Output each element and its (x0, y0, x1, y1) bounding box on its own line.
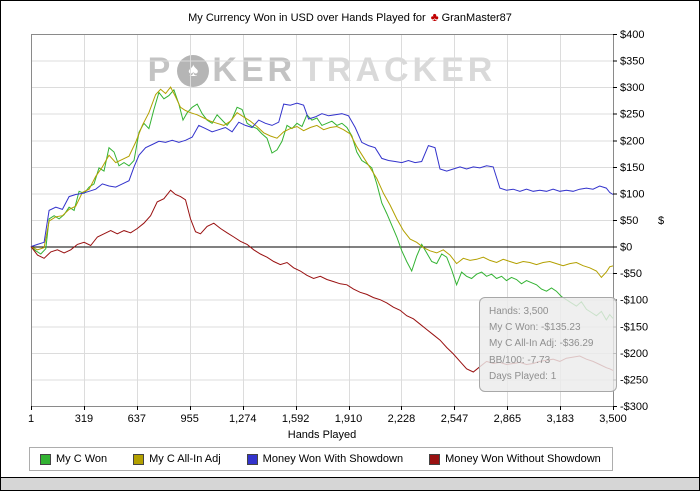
legend-item-my-c-won: My C Won (40, 453, 107, 465)
y-tick-label: $400 (620, 29, 644, 41)
y-tick-label: -$200 (620, 348, 648, 360)
y-tick-label: -$250 (620, 374, 648, 386)
axis-tick-labels: $400 $350 $300 $250 $200 $150 $100 $50 $0 -$50 -$1… (28, 29, 648, 425)
legend-label: Money Won With Showdown (262, 453, 404, 465)
tooltip-line: My C Won: -$135.23 (489, 322, 581, 334)
x-tick-label: 1,592 (282, 413, 310, 425)
x-tick-label: 1 (28, 413, 34, 425)
player-name: GranMaster87 (441, 12, 512, 24)
y-tick-label: -$100 (620, 295, 648, 307)
legend-label: Money Won Without Showdown (445, 453, 601, 465)
legend-swatch-my-c-won (40, 453, 51, 465)
chart-title-text: My Currency Won in USD over Hands Played… (188, 12, 426, 24)
legend-swatch-money-won-with-showdown (246, 453, 258, 465)
y-tick-label: $350 (620, 56, 644, 68)
y-tick-label: $50 (620, 215, 638, 227)
y-tick-label: $250 (620, 109, 644, 121)
legend-item-money-won-with-showdown: Money Won With Showdown (246, 453, 404, 465)
y-tick-label: $300 (620, 82, 644, 94)
legend: My C Won My C All-In Adj Money Won With Sh… (29, 447, 613, 471)
tooltip-line: BB/100: -7.73 (489, 354, 551, 366)
legend-label: My C All-In Adj (149, 453, 221, 465)
y-tick-label: -$150 (620, 321, 648, 333)
x-tick-label: 3,500 (599, 413, 627, 425)
x-tick-label: 2,865 (494, 413, 522, 425)
hover-tooltip: Hands: 3,500 My C Won: -$135.23 My C All-I… (479, 297, 617, 392)
x-tick-label: 2,547 (441, 413, 469, 425)
chart-title: My Currency Won in USD over Hands Played… (1, 10, 699, 24)
series-line-money-won-with-showdown (30, 102, 614, 248)
y-tick-label: -$50 (620, 268, 642, 280)
x-tick-label: 3,183 (547, 413, 575, 425)
bottom-strip (1, 477, 699, 490)
x-tick-label: 1,274 (229, 413, 257, 425)
legend-swatch-money-won-without-showdown (429, 453, 441, 465)
y-tick-label: $100 (620, 188, 644, 200)
tooltip-line: Days Played: 1 (489, 370, 557, 382)
y-tick-label: -$300 (620, 401, 648, 413)
y-tick-label: $150 (620, 162, 644, 174)
legend-item-money-won-without-showdown: Money Won Without Showdown (429, 453, 601, 465)
club-suit-icon: ♣ (430, 10, 439, 24)
legend-label: My C Won (56, 453, 108, 465)
y-axis-title: $ (658, 215, 664, 227)
y-tick-label: $0 (620, 242, 632, 254)
tooltip-line: My C All-In Adj: -$36.29 (489, 338, 594, 350)
x-axis-title: Hands Played (288, 429, 357, 441)
y-tick-label: $200 (620, 135, 644, 147)
legend-swatch-my-c-all-in-adj (133, 453, 145, 465)
x-tick-label: 1,910 (335, 413, 363, 425)
x-tick-label: 2,228 (388, 413, 416, 425)
x-tick-label: 319 (75, 413, 93, 425)
legend-item-my-c-all-in-adj: My C All-In Adj (133, 453, 221, 465)
series-line-my-c-won (30, 88, 614, 321)
x-tick-label: 637 (128, 413, 146, 425)
x-tick-label: 955 (181, 413, 199, 425)
series-line-my-c-all-in-adj (30, 86, 614, 279)
tooltip-line: Hands: 3,500 (489, 306, 549, 317)
